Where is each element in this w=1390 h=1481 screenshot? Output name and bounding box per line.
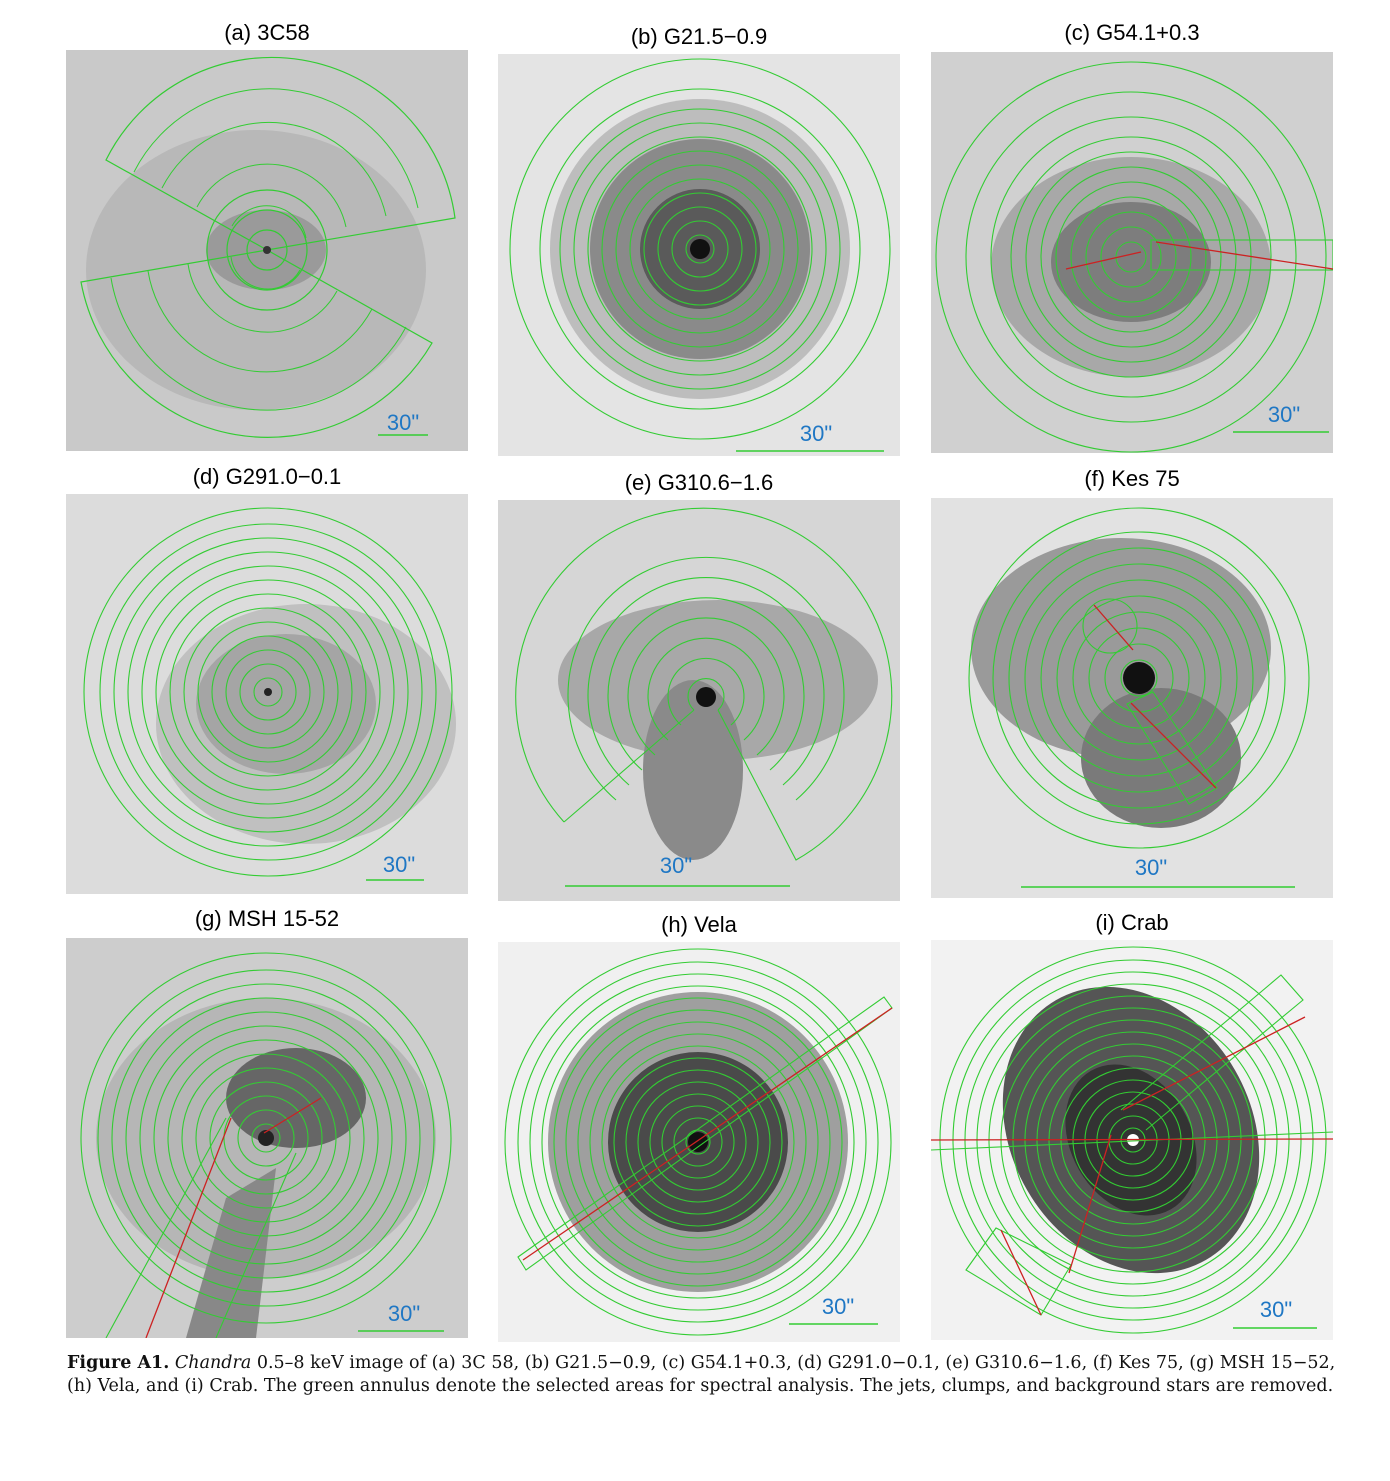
annulus-overlay: 30" (498, 942, 900, 1342)
xray-image: 30" (931, 52, 1333, 453)
figure-caption: Figure A1. Chandra 0.5–8 keV image of (a… (67, 1352, 1347, 1398)
xray-image: 30" (498, 500, 900, 901)
annulus-overlay: 30" (66, 50, 468, 451)
annulus-overlay: 30" (66, 938, 468, 1338)
scale-label: 30" (1268, 402, 1300, 427)
annulus-overlay: 30" (931, 940, 1333, 1340)
annulus-overlay: 30" (66, 494, 468, 894)
panel-b-g21: (b) G21.5−0.9 30" (498, 24, 900, 456)
xray-image: 30" (498, 942, 900, 1342)
caption-label: Figure A1. (67, 1353, 170, 1373)
panel-a-3c58: (a) 3C58 30" (66, 20, 468, 451)
annulus-overlay: 30" (498, 54, 900, 456)
panel-title: (d) G291.0−0.1 (192, 464, 342, 489)
scale-label: 30" (388, 1301, 420, 1326)
panel-e-g310: (e) G310.6−1.6 30" (498, 470, 900, 901)
caption-instrument: Chandra (174, 1353, 252, 1373)
panel-title: (e) G310.6−1.6 (624, 470, 774, 495)
panel-title: (b) G21.5−0.9 (630, 24, 768, 49)
xray-image: 30" (931, 940, 1333, 1340)
scale-label: 30" (387, 410, 419, 435)
panel-title: (f) Kes 75 (1084, 466, 1180, 491)
panel-title: (c) G54.1+0.3 (1064, 20, 1200, 45)
scale-label: 30" (1260, 1297, 1292, 1322)
caption-text: 0.5–8 keV image of (a) 3C 58, (b) G21.5−… (67, 1353, 1336, 1396)
panel-d-g291: (d) G291.0−0.1 30" (66, 464, 468, 894)
panel-h-vela: (h) Vela 30" (498, 912, 900, 1342)
annulus-overlay: 30" (498, 500, 900, 901)
xray-image: 30" (66, 50, 468, 451)
xray-image: 30" (931, 498, 1333, 898)
xray-image: 30" (498, 54, 900, 456)
scale-label: 30" (383, 852, 415, 877)
scale-label: 30" (800, 421, 832, 446)
panel-g-msh1552: (g) MSH 15-52 30" (66, 906, 468, 1338)
annulus-overlay: 30" (931, 52, 1333, 453)
scale-label: 30" (1135, 855, 1167, 880)
panel-title: (a) 3C58 (224, 20, 310, 45)
scale-label: 30" (822, 1294, 854, 1319)
annulus-overlay: 30" (931, 498, 1333, 898)
xray-image: 30" (66, 494, 468, 894)
panel-title: (g) MSH 15-52 (194, 906, 340, 931)
panel-f-kes75: (f) Kes 75 30" (931, 466, 1333, 898)
panel-title: (i) Crab (1095, 910, 1169, 935)
panel-c-g54: (c) G54.1+0.3 30" (931, 20, 1333, 453)
xray-image: 30" (66, 938, 468, 1338)
scale-label: 30" (660, 853, 692, 878)
panel-title: (h) Vela (661, 912, 737, 937)
panel-i-crab: (i) Crab 30" (931, 910, 1333, 1340)
